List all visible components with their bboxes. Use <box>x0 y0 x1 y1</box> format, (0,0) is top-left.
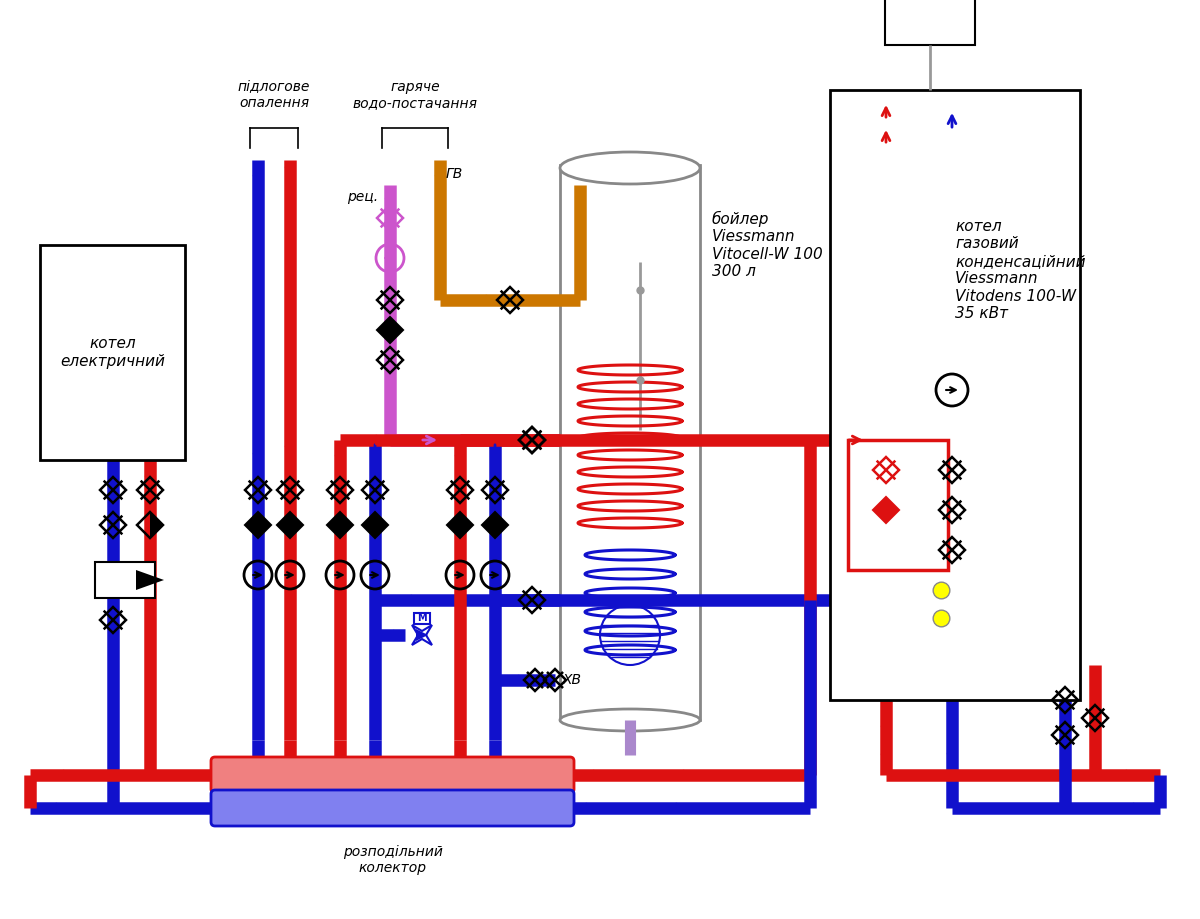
FancyBboxPatch shape <box>830 90 1080 700</box>
FancyBboxPatch shape <box>95 562 155 598</box>
Text: котел
електричний: котел електричний <box>60 336 164 369</box>
Text: котел
газовий
конденсаційний
Viessmann
Vitodens 100-W
35 кВт: котел газовий конденсаційний Viessmann V… <box>955 219 1086 321</box>
FancyBboxPatch shape <box>40 245 185 460</box>
Polygon shape <box>412 625 432 645</box>
Polygon shape <box>416 629 428 641</box>
Ellipse shape <box>560 709 700 731</box>
Polygon shape <box>245 512 271 538</box>
Text: рец.: рец. <box>347 190 378 204</box>
FancyBboxPatch shape <box>560 165 700 720</box>
Polygon shape <box>446 512 473 538</box>
Polygon shape <box>326 512 353 538</box>
Text: розподільний
колектор: розподільний колектор <box>342 845 443 875</box>
Text: ГВ: ГВ <box>446 167 463 181</box>
Polygon shape <box>277 512 302 538</box>
Polygon shape <box>377 317 403 343</box>
FancyBboxPatch shape <box>886 0 974 45</box>
Polygon shape <box>136 570 164 590</box>
Text: ХВ: ХВ <box>563 673 582 687</box>
FancyBboxPatch shape <box>414 613 430 624</box>
Text: бойлер
Viessmann
Vitocell-W 100
300 л: бойлер Viessmann Vitocell-W 100 300 л <box>712 210 823 279</box>
Polygon shape <box>362 512 388 538</box>
Polygon shape <box>874 497 899 523</box>
Polygon shape <box>150 512 163 538</box>
Text: M: M <box>418 613 427 623</box>
FancyBboxPatch shape <box>211 790 574 826</box>
Ellipse shape <box>560 152 700 184</box>
Text: гаряче
водо-постачання: гаряче водо-постачання <box>353 80 478 110</box>
FancyBboxPatch shape <box>211 757 574 793</box>
Text: підлогове
опалення: підлогове опалення <box>238 80 310 110</box>
Polygon shape <box>482 512 508 538</box>
